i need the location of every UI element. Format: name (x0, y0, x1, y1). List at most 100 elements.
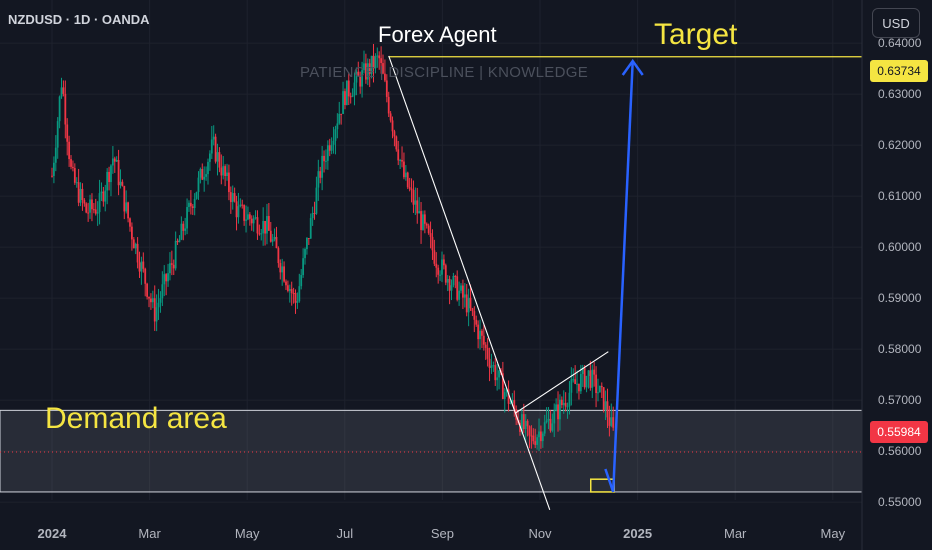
candle-body (416, 200, 419, 214)
candle-body (425, 223, 428, 226)
candle-body (191, 206, 194, 209)
candle-body (454, 275, 457, 277)
candle-body (317, 171, 320, 188)
candle-body (345, 80, 348, 106)
candle-body (224, 166, 227, 177)
watermark-title: Forex Agent (378, 22, 497, 47)
candle-body (384, 73, 386, 81)
candle-body (178, 239, 181, 243)
candle-body (229, 192, 232, 203)
candle-body (391, 120, 394, 132)
candle-body (437, 267, 440, 275)
candle-body (54, 147, 57, 163)
candle-body (79, 188, 82, 203)
candle-body (357, 71, 360, 77)
candle-body (170, 263, 173, 265)
drawings (0, 55, 862, 510)
candle-body (123, 186, 126, 212)
candle-body (475, 319, 478, 325)
candle-body (285, 281, 287, 286)
candle-body (431, 236, 434, 251)
candle-body (349, 96, 352, 98)
candle-body (235, 201, 238, 218)
candle-body (399, 160, 402, 162)
candle-body (155, 307, 158, 322)
candle-body (195, 192, 198, 199)
candle-body (477, 324, 480, 340)
candle-body (364, 63, 367, 80)
candle-body (606, 401, 609, 418)
candle-body (541, 433, 544, 442)
candle-body (136, 243, 139, 263)
candle-body (543, 422, 546, 434)
candle-body (570, 379, 573, 393)
candle-body (144, 268, 147, 284)
y-tick-label: 0.57000 (878, 393, 922, 407)
currency-button[interactable]: USD (872, 8, 920, 38)
candle-body (275, 236, 278, 249)
candle-body (414, 200, 417, 205)
candle-body (351, 95, 354, 97)
candle-body (193, 198, 196, 209)
candle-body (161, 284, 164, 299)
candle-body (258, 233, 261, 235)
candle-body (186, 207, 188, 229)
candle-body (108, 171, 110, 183)
candle-body (380, 58, 383, 64)
candle-body (279, 263, 282, 273)
symbol-label[interactable]: NZDUSD · 1D · OANDA (8, 12, 150, 27)
y-tick-label: 0.64000 (878, 36, 922, 50)
candle-body (366, 63, 369, 80)
candle-body (581, 368, 584, 374)
candle-body (540, 431, 542, 442)
candle-body (481, 330, 483, 336)
candle-body (469, 297, 472, 309)
candle-body (180, 223, 183, 240)
candle-body (267, 216, 270, 231)
candle-body (226, 172, 228, 177)
candle-body (538, 431, 540, 438)
candle-body (216, 152, 219, 162)
candle-body (559, 399, 561, 420)
candle-body (134, 243, 137, 249)
candle-body (420, 211, 422, 230)
candle-body (197, 177, 200, 193)
x-tick-label: Jul (336, 526, 353, 541)
candle-body (555, 404, 558, 411)
candle-body (138, 262, 141, 272)
candle-body (243, 205, 246, 221)
candle-body (125, 202, 128, 212)
candle-body (273, 236, 276, 240)
candle-body (288, 289, 291, 291)
candle-body (513, 400, 516, 409)
candle-body (482, 335, 485, 345)
candle-body (486, 347, 489, 359)
candle-body (151, 298, 154, 303)
candle-body (389, 113, 392, 121)
candle-body (313, 212, 316, 214)
candle-body (359, 76, 362, 87)
candle-body (142, 261, 145, 269)
candle-body (165, 274, 168, 282)
candle-body (304, 249, 306, 259)
candle-body (250, 218, 253, 224)
projection-dip (604, 468, 615, 493)
candle-body (395, 136, 398, 150)
candle-body (568, 392, 571, 407)
candle-body (583, 368, 586, 388)
candle-body (83, 200, 86, 204)
candle-body (450, 285, 453, 291)
candle-body (553, 410, 556, 424)
candle-body (115, 159, 118, 162)
candle-body (207, 161, 209, 175)
candle-body (75, 182, 78, 184)
candle-body (610, 417, 613, 426)
candle-body (471, 308, 474, 312)
candle-body (342, 91, 344, 114)
candle-body (309, 218, 312, 239)
candle-body (355, 71, 358, 83)
candle-body (62, 87, 65, 94)
candle-body (608, 417, 611, 426)
candle-body (572, 379, 575, 381)
